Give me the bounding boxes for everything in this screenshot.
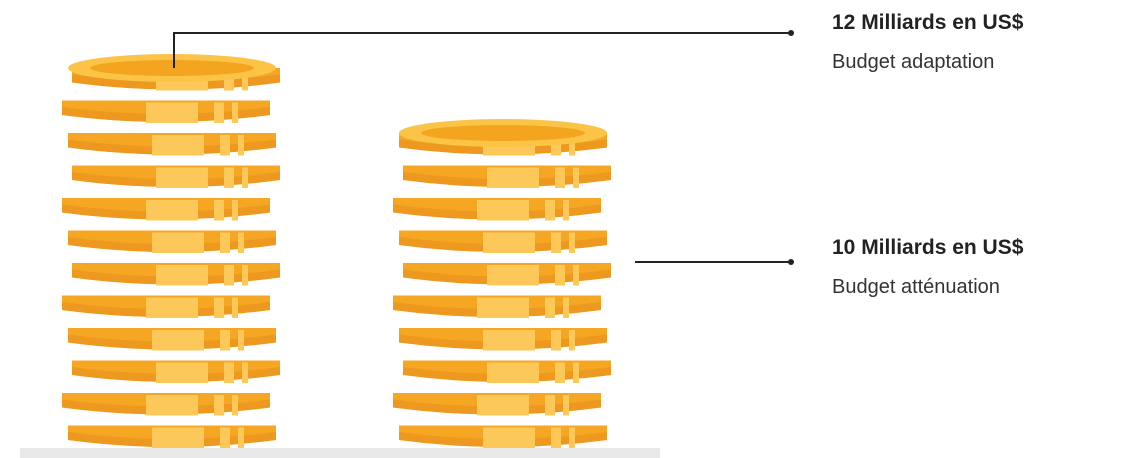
ground	[20, 448, 660, 458]
coin-stripe	[220, 428, 230, 449]
coin-stripe	[232, 200, 238, 221]
coin-stripe	[238, 135, 244, 156]
coin-stripe	[545, 298, 555, 319]
coin-stripe	[573, 363, 579, 384]
coin-stripe	[214, 395, 224, 416]
coin-stripe	[152, 233, 204, 254]
coin-stripe	[477, 298, 529, 319]
coin-stripe	[573, 168, 579, 189]
coin-stripe	[156, 363, 208, 384]
coin-stripe	[156, 265, 208, 286]
coin-stripe	[487, 168, 539, 189]
coin-stripe	[242, 265, 248, 286]
coin-stripe	[545, 395, 555, 416]
leader-dot	[788, 30, 794, 36]
coin-stripe	[156, 168, 208, 189]
coin-stripe	[238, 428, 244, 449]
coin-stripe	[555, 265, 565, 286]
coin-stripe	[146, 200, 198, 221]
coin-stripe	[545, 200, 555, 221]
coin-stripe	[238, 233, 244, 254]
category-label: Budget adaptation	[832, 51, 994, 73]
coin-stripe	[551, 428, 561, 449]
coin-stripe	[146, 103, 198, 124]
coin-stripe	[551, 233, 561, 254]
coin-stripe	[152, 330, 204, 351]
coin-stripe	[487, 363, 539, 384]
coin-stripe	[238, 330, 244, 351]
coin-stripe	[563, 298, 569, 319]
infographic: 12 Milliards en US$ Budget adaptation 10 M…	[0, 0, 1122, 458]
coin-stripe	[487, 265, 539, 286]
coin-stripe	[224, 265, 234, 286]
value-label: 10 Milliards en US$	[832, 236, 1024, 259]
coin-stripe	[551, 330, 561, 351]
coin-stack	[393, 119, 611, 448]
coin-stripe	[146, 298, 198, 319]
coin-stripe	[483, 233, 535, 254]
coin-stripe	[569, 428, 575, 449]
coin-stripe	[152, 428, 204, 449]
coin-stack	[62, 54, 280, 448]
coin-stripe	[232, 103, 238, 124]
coin-face-inner	[90, 60, 254, 76]
coin-stripe	[563, 395, 569, 416]
category-label: Budget atténuation	[832, 276, 1000, 298]
coin-stripe	[477, 200, 529, 221]
coin-stripe	[214, 103, 224, 124]
coin-face-inner	[421, 125, 585, 141]
coin-stripe	[569, 330, 575, 351]
coin-stripe	[242, 363, 248, 384]
coin-stripe	[220, 330, 230, 351]
coin-stripe	[214, 298, 224, 319]
coin-stripe	[232, 395, 238, 416]
coin-stripe	[214, 200, 224, 221]
coin-stripe	[220, 233, 230, 254]
coin-stripe	[555, 168, 565, 189]
coin-stripe	[483, 330, 535, 351]
coin-stripe	[569, 233, 575, 254]
coin-stripe	[224, 168, 234, 189]
coin-stripe	[152, 135, 204, 156]
coin-stripe	[220, 135, 230, 156]
coin-stripe	[224, 363, 234, 384]
leader-dot	[788, 259, 794, 265]
coin-stripe	[563, 200, 569, 221]
coin-stripe	[483, 428, 535, 449]
coin-stripe	[573, 265, 579, 286]
coin-stripe	[146, 395, 198, 416]
coin-stripe	[555, 363, 565, 384]
coin-stripe	[242, 168, 248, 189]
coin-stripe	[477, 395, 529, 416]
coin-stripe	[232, 298, 238, 319]
value-label: 12 Milliards en US$	[832, 11, 1024, 34]
